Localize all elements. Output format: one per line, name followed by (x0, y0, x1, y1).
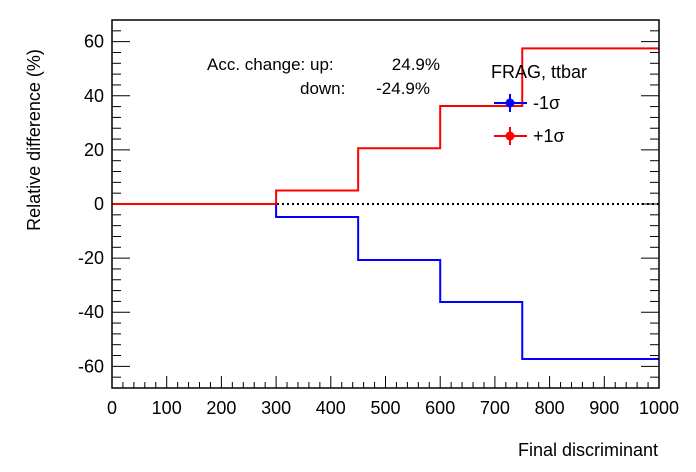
x-tick-label: 800 (535, 398, 565, 418)
legend-label-minus: -1σ (533, 93, 560, 113)
y-tick-label: 20 (84, 140, 104, 160)
legend-marker-dot-plus (505, 131, 515, 141)
x-tick-label: 700 (480, 398, 510, 418)
x-tick-label: 900 (589, 398, 619, 418)
legend-label-plus: +1σ (533, 126, 565, 146)
x-tick-label: 100 (152, 398, 182, 418)
series-line-minus (112, 203, 659, 361)
y-axis-title: Relative difference (%) (24, 49, 44, 231)
legend-entry-minus: -1σ (494, 93, 560, 113)
axis-tick-labels: 0 100 200 300 400 500 600 700 800 900 1000-60-40-2… (78, 32, 679, 418)
x-tick-label: 0 (107, 398, 117, 418)
legend: FRAG, ttbar -1σ +1σ (491, 62, 587, 146)
x-tick-label: 200 (206, 398, 236, 418)
series-line-plus (112, 47, 659, 205)
x-tick-label: 600 (425, 398, 455, 418)
x-tick-label: 300 (261, 398, 291, 418)
y-tick-label: 0 (94, 194, 104, 214)
y-tick-label: -40 (78, 302, 104, 322)
y-tick-label: -60 (78, 356, 104, 376)
x-tick-label: 500 (370, 398, 400, 418)
x-tick-label: 400 (316, 398, 346, 418)
annotation-line2-value: -24.9% (376, 79, 430, 98)
plot-frame (111, 19, 660, 389)
x-axis-title: Final discriminant (518, 440, 658, 460)
annotation-line1-label: Acc. change: up: (207, 55, 334, 74)
x-tick-label: 1000 (639, 398, 679, 418)
series-lines (112, 47, 659, 361)
y-tick-label: 60 (84, 32, 104, 52)
annotation-line2-label: down: (300, 79, 345, 98)
annotation-line1-value: 24.9% (392, 55, 440, 74)
y-tick-label: -20 (78, 248, 104, 268)
legend-title: FRAG, ttbar (491, 62, 587, 82)
legend-marker-dot-minus (505, 98, 515, 108)
y-tick-label: 40 (84, 86, 104, 106)
legend-entry-plus: +1σ (494, 126, 565, 146)
